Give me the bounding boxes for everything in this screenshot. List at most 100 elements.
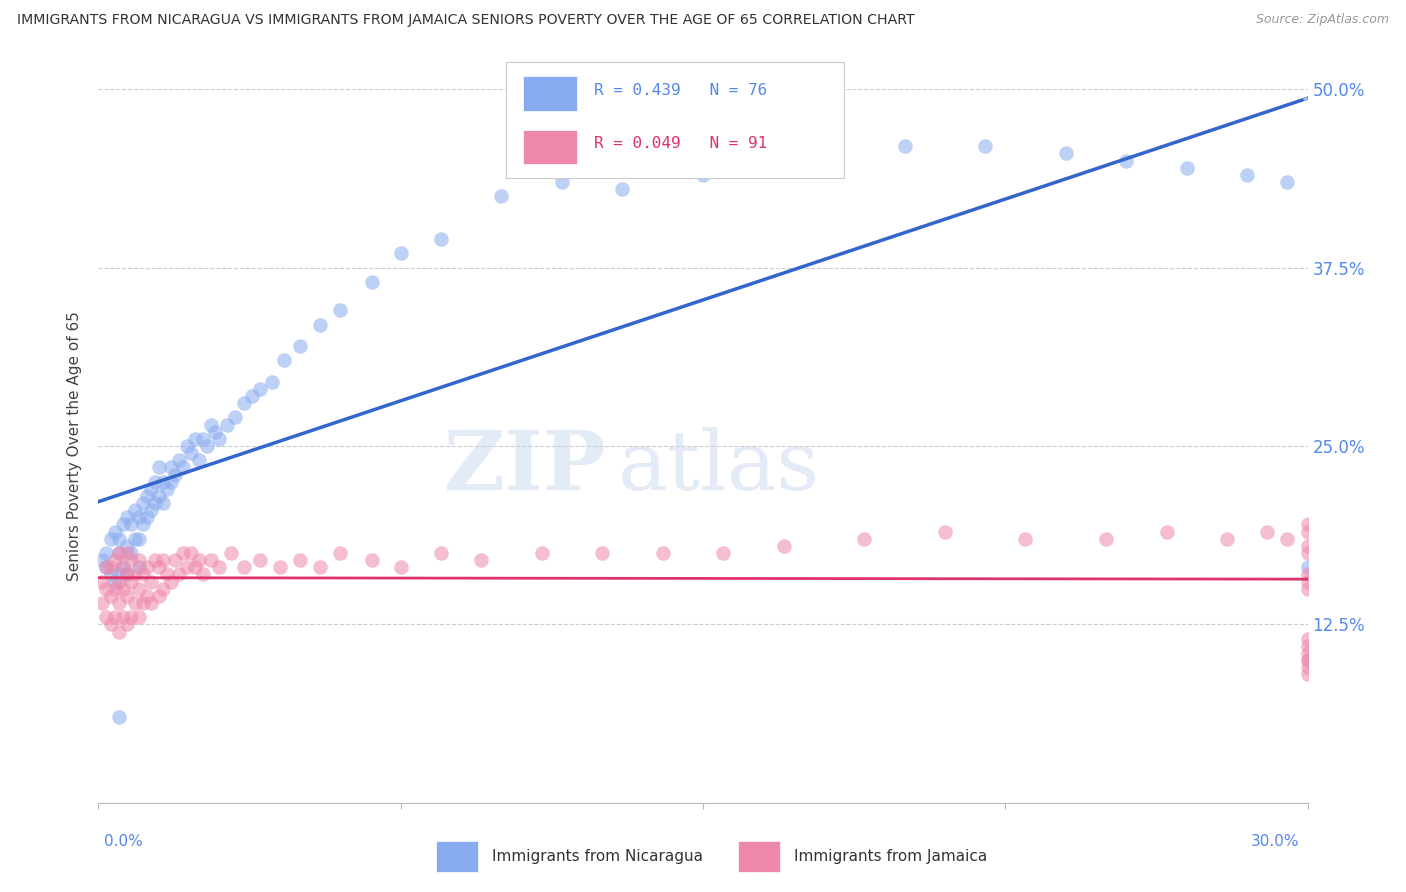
Point: [143, 475, 166, 489]
Point: [389, 246, 412, 260]
Point: [329, 303, 352, 318]
Point: [135, 489, 157, 503]
Point: [692, 168, 714, 182]
Point: [772, 539, 794, 553]
Point: [100, 617, 122, 632]
Point: [651, 546, 673, 560]
Point: [111, 560, 134, 574]
Point: [115, 617, 138, 632]
Point: [128, 532, 150, 546]
Point: [160, 460, 183, 475]
Point: [148, 560, 170, 574]
Point: [1296, 667, 1319, 681]
Point: [430, 546, 453, 560]
Point: [128, 610, 150, 624]
Point: [132, 596, 155, 610]
Point: [240, 389, 263, 403]
Point: [100, 532, 122, 546]
Point: [132, 567, 155, 582]
Point: [1296, 560, 1319, 574]
Point: [551, 175, 574, 189]
Point: [470, 553, 492, 567]
Point: [221, 546, 243, 560]
Point: [156, 567, 179, 582]
Point: [232, 560, 254, 574]
Bar: [523, 129, 576, 164]
Point: [193, 432, 215, 446]
Point: [120, 610, 142, 624]
Point: [107, 596, 129, 610]
Text: Source: ZipAtlas.com: Source: ZipAtlas.com: [1256, 13, 1389, 27]
Point: [260, 375, 283, 389]
Point: [200, 553, 222, 567]
Point: [269, 560, 291, 574]
Point: [120, 574, 142, 589]
Point: [1236, 168, 1258, 182]
Point: [530, 546, 553, 560]
Point: [107, 532, 129, 546]
Point: [200, 417, 222, 432]
Point: [139, 503, 162, 517]
Point: [193, 567, 215, 582]
Point: [128, 553, 150, 567]
Point: [160, 574, 183, 589]
Text: R = 0.439   N = 76: R = 0.439 N = 76: [593, 83, 768, 98]
Text: Immigrants from Nicaragua: Immigrants from Nicaragua: [492, 849, 703, 863]
Point: [96, 560, 118, 574]
Point: [172, 460, 194, 475]
Point: [1296, 524, 1319, 539]
Text: atlas: atlas: [619, 427, 821, 508]
Point: [1296, 646, 1319, 660]
Point: [139, 596, 162, 610]
Point: [934, 524, 956, 539]
Point: [180, 546, 202, 560]
Point: [139, 482, 162, 496]
Point: [160, 475, 183, 489]
Bar: [436, 840, 478, 872]
Point: [1277, 532, 1299, 546]
Point: [111, 517, 134, 532]
Point: [389, 560, 412, 574]
Point: [115, 546, 138, 560]
Point: [148, 489, 170, 503]
Point: [329, 546, 352, 560]
Point: [107, 574, 129, 589]
Point: [152, 496, 174, 510]
Text: 0.0%: 0.0%: [104, 834, 143, 849]
Point: [1296, 574, 1319, 589]
Point: [591, 546, 613, 560]
Point: [974, 139, 997, 153]
Point: [107, 710, 129, 724]
Point: [491, 189, 513, 203]
Point: [1296, 653, 1319, 667]
Point: [1095, 532, 1118, 546]
Point: [430, 232, 453, 246]
Point: [100, 567, 122, 582]
Point: [107, 624, 129, 639]
Point: [309, 318, 332, 332]
Point: [115, 567, 138, 582]
Point: [96, 546, 118, 560]
Point: [96, 610, 118, 624]
Point: [184, 432, 207, 446]
Point: [156, 482, 179, 496]
Point: [1014, 532, 1036, 546]
Point: [188, 453, 211, 467]
Point: [288, 553, 311, 567]
Point: [111, 560, 134, 574]
Point: [124, 503, 146, 517]
Point: [135, 510, 157, 524]
Point: [124, 532, 146, 546]
Text: 30.0%: 30.0%: [1251, 834, 1299, 849]
Text: Immigrants from Jamaica: Immigrants from Jamaica: [794, 849, 987, 863]
Point: [100, 560, 122, 574]
Point: [249, 382, 271, 396]
Point: [103, 524, 125, 539]
Point: [1296, 517, 1319, 532]
Text: R = 0.049   N = 91: R = 0.049 N = 91: [593, 136, 768, 151]
Point: [163, 467, 186, 482]
Point: [103, 574, 125, 589]
Point: [111, 610, 134, 624]
Point: [132, 517, 155, 532]
Point: [115, 510, 138, 524]
